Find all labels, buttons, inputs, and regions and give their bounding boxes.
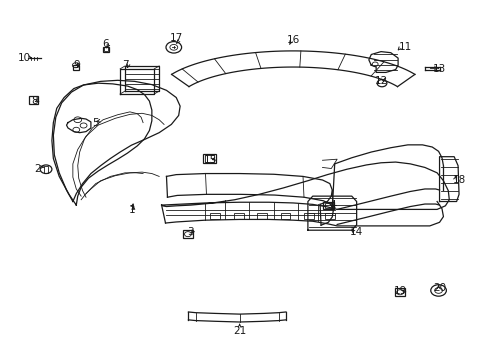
Text: 21: 21	[232, 325, 246, 336]
Bar	[203, 154, 215, 163]
Bar	[325, 213, 334, 219]
Text: 18: 18	[451, 175, 465, 185]
Bar	[325, 203, 332, 208]
Text: 9: 9	[73, 60, 80, 70]
Text: 5: 5	[92, 118, 99, 128]
Bar	[304, 213, 313, 219]
Text: 3: 3	[187, 227, 194, 237]
Text: 6: 6	[102, 39, 109, 49]
Bar	[29, 96, 38, 104]
Text: 19: 19	[393, 286, 407, 296]
Text: 7: 7	[122, 60, 128, 70]
Text: 16: 16	[286, 35, 299, 45]
Text: 11: 11	[398, 42, 411, 52]
Bar	[103, 46, 109, 51]
Bar	[104, 47, 108, 51]
Text: 4: 4	[328, 200, 335, 210]
Bar	[233, 213, 243, 219]
Bar	[257, 213, 266, 219]
Text: 13: 13	[432, 64, 445, 74]
Bar	[182, 230, 193, 238]
Bar	[280, 213, 290, 219]
Bar	[204, 155, 214, 162]
Bar	[43, 166, 48, 173]
Text: 15: 15	[203, 155, 217, 165]
Bar	[210, 213, 220, 219]
Text: 12: 12	[374, 76, 387, 86]
Text: 20: 20	[432, 283, 445, 293]
Bar	[394, 288, 405, 296]
Text: 17: 17	[169, 33, 183, 43]
Bar	[323, 202, 333, 210]
Text: 2: 2	[34, 164, 41, 174]
Text: 8: 8	[31, 96, 38, 106]
Bar	[73, 65, 79, 70]
Text: 1: 1	[129, 206, 135, 216]
Text: 10: 10	[18, 53, 31, 63]
Text: 14: 14	[349, 227, 363, 237]
